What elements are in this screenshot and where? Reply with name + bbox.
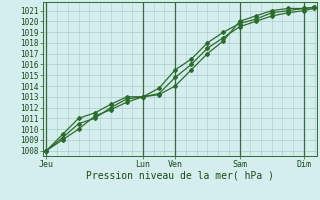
X-axis label: Pression niveau de la mer( hPa ): Pression niveau de la mer( hPa ) bbox=[86, 171, 274, 181]
